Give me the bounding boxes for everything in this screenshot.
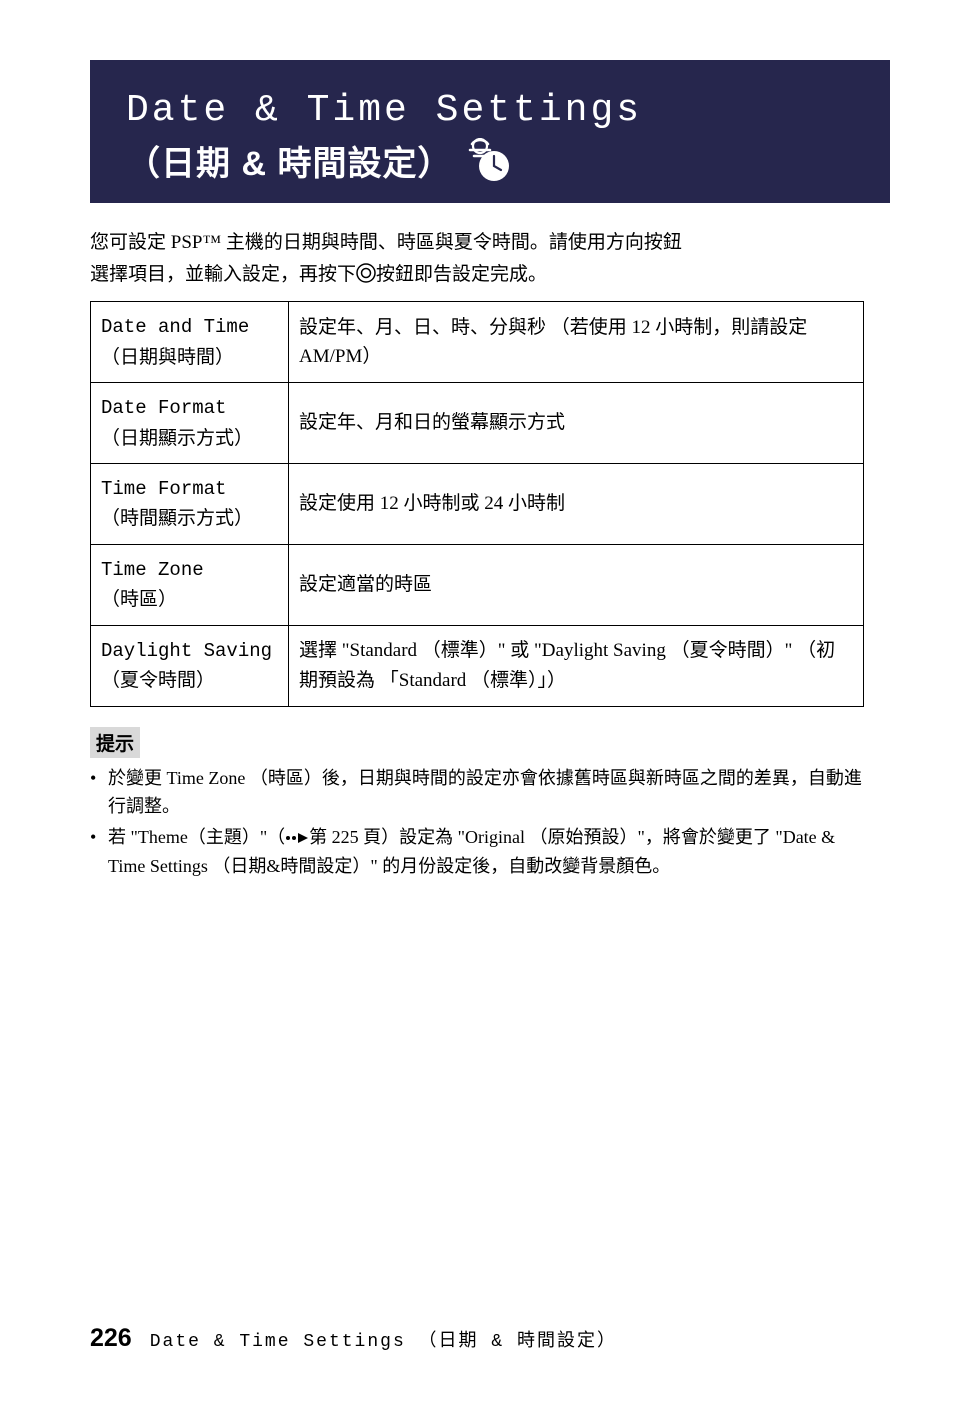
hint-heading-block: 提示 (90, 727, 864, 758)
row-label: Date Format （日期顯示方式） (91, 383, 289, 464)
row-desc: 設定年、月、日、時、分與秒 （若使用 12 小時制，則請設定 AM/PM） (289, 302, 864, 383)
label-en: Date and Time (101, 316, 249, 338)
footer-title: Date & Time Settings （日期 & 時間設定） (150, 1326, 617, 1352)
label-zh: （時間顯示方式） (101, 508, 253, 529)
page-header: Date & Time Settings （日期 & 時間設定） (90, 60, 890, 203)
settings-table: Date and Time （日期與時間） 設定年、月、日、時、分與秒 （若使用… (90, 301, 864, 706)
row-desc: 選擇 "Standard （標準）" 或 "Daylight Saving （夏… (289, 625, 864, 706)
hint-list: 於變更 Time Zone （時區）後，日期與時間的設定亦會依據舊時區與新時區之… (90, 764, 864, 881)
hint-item-text: 若 "Theme（主題）"（第 225 頁）設定為 "Original （原始預… (108, 827, 835, 876)
header-title-zh: （日期 & 時間設定） (126, 136, 452, 185)
table-row: Daylight Saving （夏令時間） 選擇 "Standard （標準）… (91, 625, 864, 706)
row-label: Time Format （時間顯示方式） (91, 463, 289, 544)
row-label: Time Zone （時區） (91, 544, 289, 625)
hint-label: 提示 (90, 727, 140, 758)
row-desc: 設定年、月和日的螢幕顯示方式 (289, 383, 864, 464)
label-en: Date Format (101, 397, 226, 419)
row-desc: 設定使用 12 小時制或 24 小時制 (289, 463, 864, 544)
row-desc: 設定適當的時區 (289, 544, 864, 625)
label-zh: （時區） (101, 589, 177, 610)
intro-line2b: 按鈕即告設定完成。 (376, 264, 547, 285)
table-row: Time Zone （時區） 設定適當的時區 (91, 544, 864, 625)
label-en: Daylight Saving (101, 640, 272, 662)
label-zh: （夏令時間） (101, 670, 215, 691)
table-row: Date and Time （日期與時間） 設定年、月、日、時、分與秒 （若使用… (91, 302, 864, 383)
hint-item: 若 "Theme（主題）"（第 225 頁）設定為 "Original （原始預… (90, 823, 864, 881)
table-row: Date Format （日期顯示方式） 設定年、月和日的螢幕顯示方式 (91, 383, 864, 464)
intro-line2a: 選擇項目，並輸入設定，再按下 (90, 264, 356, 285)
intro-text: 您可設定 PSP™ 主機的日期與時間、時區與夏令時間。請使用方向按鈕 選擇項目，… (90, 227, 864, 292)
page-number: 226 (90, 1324, 132, 1353)
header-title-en: Date & Time Settings (126, 88, 854, 134)
table-row: Time Format （時間顯示方式） 設定使用 12 小時制或 24 小時制 (91, 463, 864, 544)
label-zh: （日期顯示方式） (101, 428, 253, 449)
header-title-zh-row: （日期 & 時間設定） (126, 136, 854, 185)
circle-button-icon (356, 263, 376, 283)
clock-settings-icon (466, 138, 510, 182)
label-zh: （日期與時間） (101, 347, 234, 368)
intro-line1: 您可設定 PSP™ 主機的日期與時間、時區與夏令時間。請使用方向按鈕 (90, 232, 682, 253)
page-footer: 226 Date & Time Settings （日期 & 時間設定） (90, 1324, 617, 1353)
row-label: Daylight Saving （夏令時間） (91, 625, 289, 706)
label-en: Time Zone (101, 559, 204, 581)
xref-arrow-icon (285, 831, 309, 845)
hint-item: 於變更 Time Zone （時區）後，日期與時間的設定亦會依據舊時區與新時區之… (90, 764, 864, 822)
row-label: Date and Time （日期與時間） (91, 302, 289, 383)
label-en: Time Format (101, 478, 226, 500)
